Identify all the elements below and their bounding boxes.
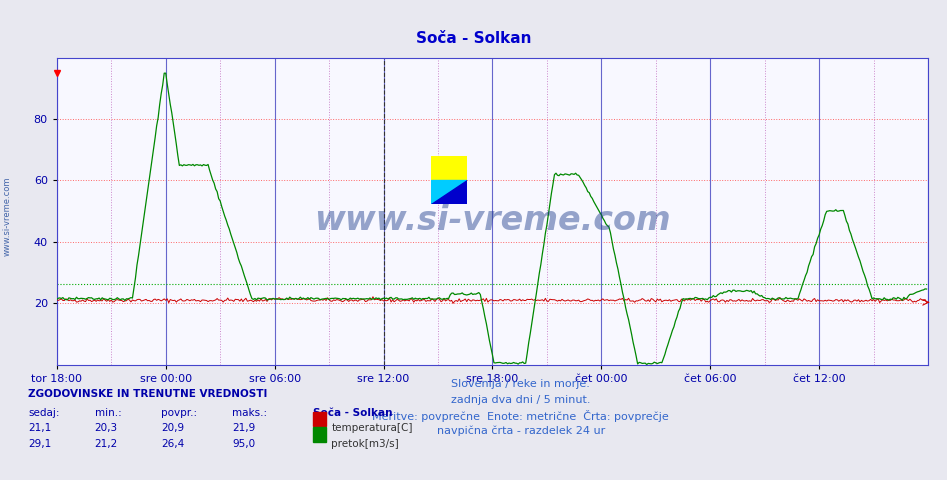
Text: www.si-vreme.com: www.si-vreme.com <box>3 176 12 256</box>
Text: 26,4: 26,4 <box>161 439 185 449</box>
Text: 21,9: 21,9 <box>232 423 256 433</box>
Text: Meritve: povprečne  Enote: metrične  Črta: povprečje: Meritve: povprečne Enote: metrične Črta:… <box>372 410 670 422</box>
Text: ZGODOVINSKE IN TRENUTNE VREDNOSTI: ZGODOVINSKE IN TRENUTNE VREDNOSTI <box>28 389 268 399</box>
Text: 21,2: 21,2 <box>95 439 118 449</box>
Polygon shape <box>431 180 467 204</box>
Text: Soča - Solkan: Soča - Solkan <box>313 408 392 418</box>
Text: 21,1: 21,1 <box>28 423 52 433</box>
Text: 20,9: 20,9 <box>161 423 184 433</box>
Polygon shape <box>431 180 467 204</box>
Text: pretok[m3/s]: pretok[m3/s] <box>331 439 400 449</box>
Text: povpr.:: povpr.: <box>161 408 197 418</box>
Text: www.si-vreme.com: www.si-vreme.com <box>314 204 670 237</box>
Text: Soča - Solkan: Soča - Solkan <box>416 31 531 46</box>
Text: zadnja dva dni / 5 minut.: zadnja dva dni / 5 minut. <box>451 395 591 405</box>
Text: maks.:: maks.: <box>232 408 267 418</box>
Text: sedaj:: sedaj: <box>28 408 60 418</box>
Text: 29,1: 29,1 <box>28 439 52 449</box>
Text: 95,0: 95,0 <box>232 439 255 449</box>
Text: navpična črta - razdelek 24 ur: navpična črta - razdelek 24 ur <box>437 425 605 436</box>
Polygon shape <box>431 156 467 180</box>
Text: temperatura[C]: temperatura[C] <box>331 423 413 433</box>
Text: 20,3: 20,3 <box>95 423 117 433</box>
Text: Slovenija / reke in morje.: Slovenija / reke in morje. <box>452 379 590 389</box>
Text: min.:: min.: <box>95 408 121 418</box>
